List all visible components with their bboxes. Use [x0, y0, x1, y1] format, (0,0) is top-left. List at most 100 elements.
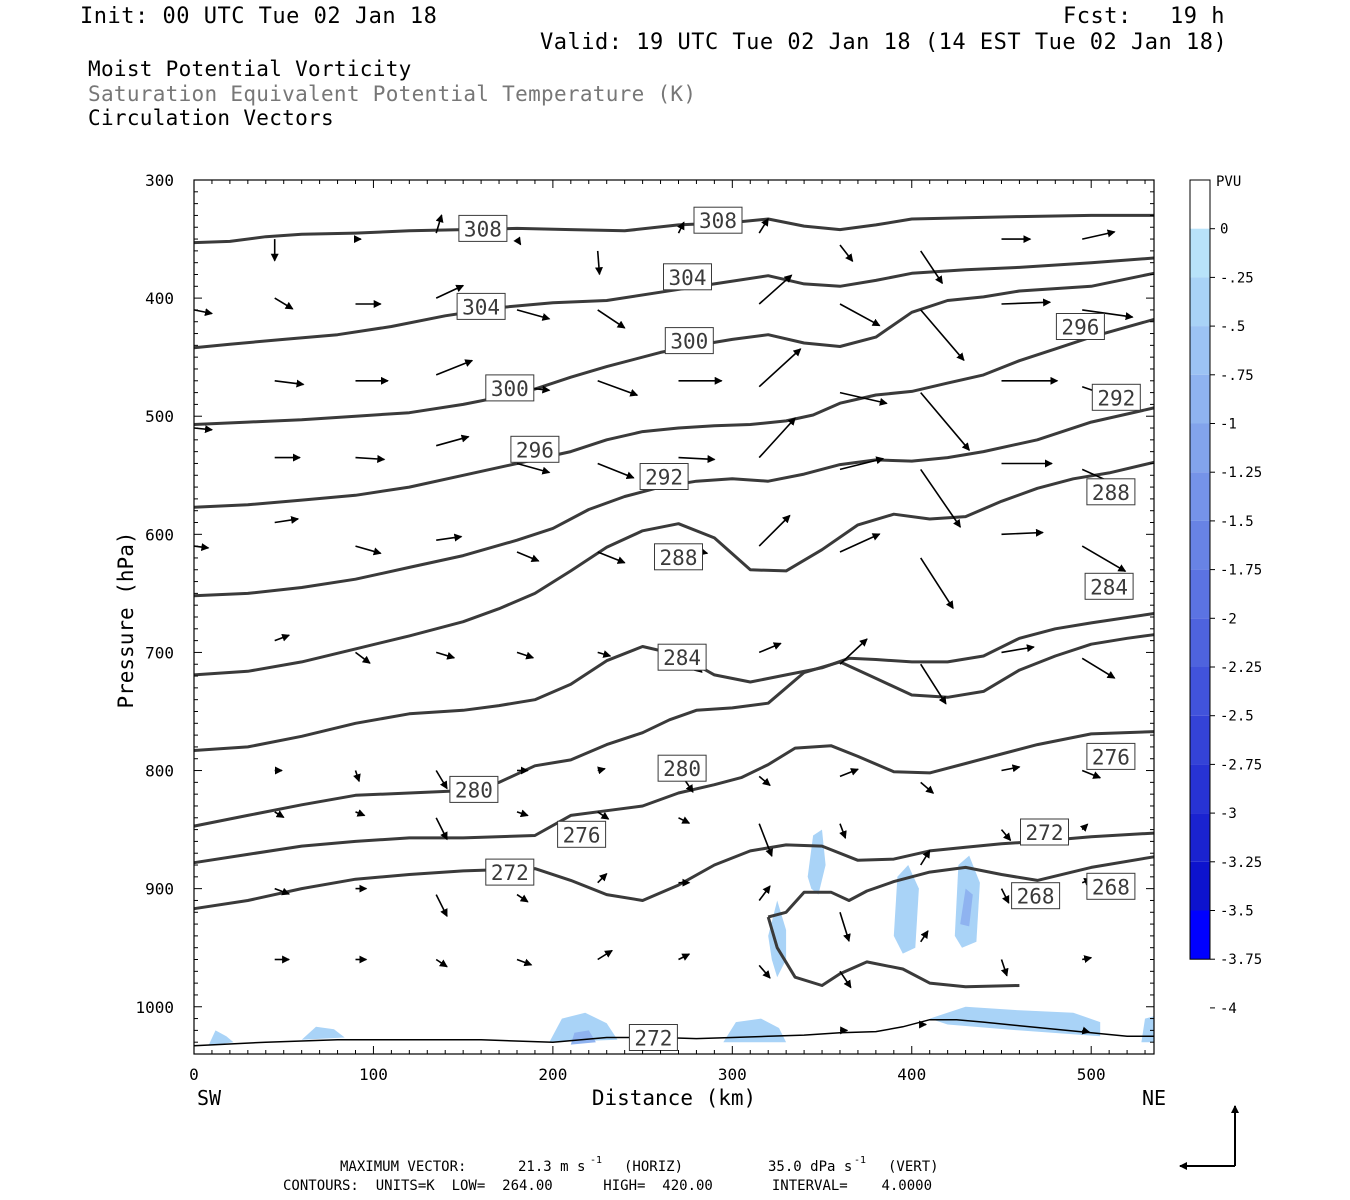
circulation-vector: [435, 214, 444, 234]
contour-label: 300: [491, 377, 529, 401]
y-tick-label: 400: [145, 289, 174, 308]
colorbar-label: -.5: [1220, 319, 1245, 335]
x-tick-label: 500: [1077, 1065, 1106, 1084]
colorbar-label: -3: [1220, 806, 1237, 822]
colorbar-label: -2: [1220, 611, 1237, 627]
circulation-vector: [1082, 229, 1116, 240]
circulation-vector: [597, 650, 612, 658]
contour-label-box: [1091, 383, 1141, 411]
x-axis-title: Distance (km): [592, 1086, 756, 1110]
circulation-vector: [758, 417, 796, 459]
contour-label-box: [456, 292, 506, 320]
circulation-vector: [516, 551, 540, 562]
pv-patch: [929, 1006, 1101, 1037]
contour-label-box: [628, 1024, 678, 1051]
pv-patch: [549, 1012, 618, 1043]
horiz-tag: (HORIZ): [624, 1159, 683, 1175]
y-tick-label: 1000: [135, 998, 174, 1017]
reference-vector-icon: [1179, 1105, 1239, 1170]
theta-es-contour-268: [767, 855, 1155, 919]
circulation-vector: [839, 244, 854, 262]
circulation-vector: [597, 766, 606, 775]
colorbar-label: -1: [1220, 417, 1237, 433]
x-tick-label: 200: [538, 1065, 567, 1084]
colorbar-swatch: [1190, 569, 1210, 619]
theta-es-contour-276: [193, 730, 1155, 865]
circulation-vector: [513, 236, 522, 246]
circulation-vector: [597, 872, 608, 884]
circulation-vector: [920, 557, 954, 610]
pv-patch: [807, 829, 826, 895]
forecast-label: Fcst:: [1063, 4, 1132, 29]
circulation-vector: [597, 811, 610, 820]
circulation-vector: [435, 434, 470, 447]
contour-label-box: [1086, 742, 1136, 770]
circulation-vector: [1000, 959, 1009, 977]
field-label-mpv: Moist Potential Vorticity: [88, 57, 412, 81]
contour-label: 276: [563, 823, 601, 847]
valid-time: Valid: 19 UTC Tue 02 Jan 18 (14 EST Tue …: [540, 30, 1228, 55]
contour-label: 268: [1092, 875, 1130, 899]
circulation-vector: [920, 392, 970, 451]
circulation-vector: [677, 221, 685, 234]
pv-patch: [208, 1030, 234, 1046]
colorbar-label: -1.5: [1220, 514, 1254, 530]
circulation-vector: [758, 514, 791, 547]
circulation-vector: [597, 949, 613, 961]
circulation-vector: [597, 462, 635, 480]
y-tick-label: 700: [145, 643, 174, 662]
contour-label: 284: [663, 646, 701, 670]
y-tick-label: 900: [145, 880, 174, 899]
horiz-value: 21.3 m s: [518, 1159, 585, 1175]
surface-pressure-line: [193, 1018, 1154, 1047]
circulation-vector: [435, 651, 456, 660]
circulation-vector: [1000, 888, 1010, 904]
circulation-vector: [516, 958, 533, 967]
contour-label-box: [657, 643, 707, 671]
circulation-vector: [274, 516, 300, 524]
field-label-vectors: Circulation Vectors: [88, 106, 334, 130]
contour-label: 276: [1092, 745, 1130, 769]
contour-label-box: [485, 858, 535, 886]
circulation-vector: [920, 250, 943, 285]
contour-label: 288: [1092, 481, 1130, 505]
x-tick-label: 400: [897, 1065, 926, 1084]
plot-frame: [193, 179, 1155, 1055]
pv-patch: [723, 1018, 787, 1043]
contour-label: 292: [1097, 386, 1135, 410]
circulation-vector: [920, 309, 965, 362]
circulation-vector: [274, 633, 291, 642]
colorbar-swatch: [1190, 861, 1210, 911]
colorbar-label: -.75: [1220, 368, 1254, 384]
circulation-vector: [1001, 644, 1035, 654]
theta-es-contour-296: [193, 317, 1155, 509]
circulation-vector: [435, 770, 448, 790]
colorbar-swatch: [1190, 813, 1210, 862]
colorbar-swatch: [1190, 180, 1210, 229]
theta-es-contour-284: [193, 612, 1155, 752]
contour-label: 304: [669, 266, 707, 290]
circulation-vector: [355, 545, 382, 556]
circulation-vector: [1082, 955, 1093, 963]
field-label-theta-es: Saturation Equivalent Potential Temperat…: [88, 82, 697, 106]
circulation-vector: [839, 823, 847, 840]
circulation-vector: [758, 775, 771, 787]
x-tick-label: 100: [359, 1065, 388, 1084]
colorbar-swatch: [1190, 618, 1210, 667]
colorbar-swatch: [1190, 910, 1210, 960]
contour-label-box: [1020, 818, 1069, 846]
circulation-vector: [1001, 298, 1052, 307]
circulation-vector: [435, 958, 448, 968]
contour-label-box: [663, 263, 712, 291]
colorbar-label: -3.75: [1220, 952, 1262, 968]
circulation-vector: [435, 817, 448, 841]
colorbar-swatch: [1190, 520, 1210, 570]
contour-label: 272: [491, 861, 529, 885]
x-axis-end-sw: SW: [197, 1086, 222, 1110]
contour-label-box: [639, 463, 689, 490]
contour-label-box: [664, 327, 714, 355]
circulation-vector: [1081, 545, 1127, 572]
circulation-vector: [1081, 769, 1102, 779]
circulation-vector: [839, 456, 885, 471]
pv-patch: [301, 1026, 345, 1040]
